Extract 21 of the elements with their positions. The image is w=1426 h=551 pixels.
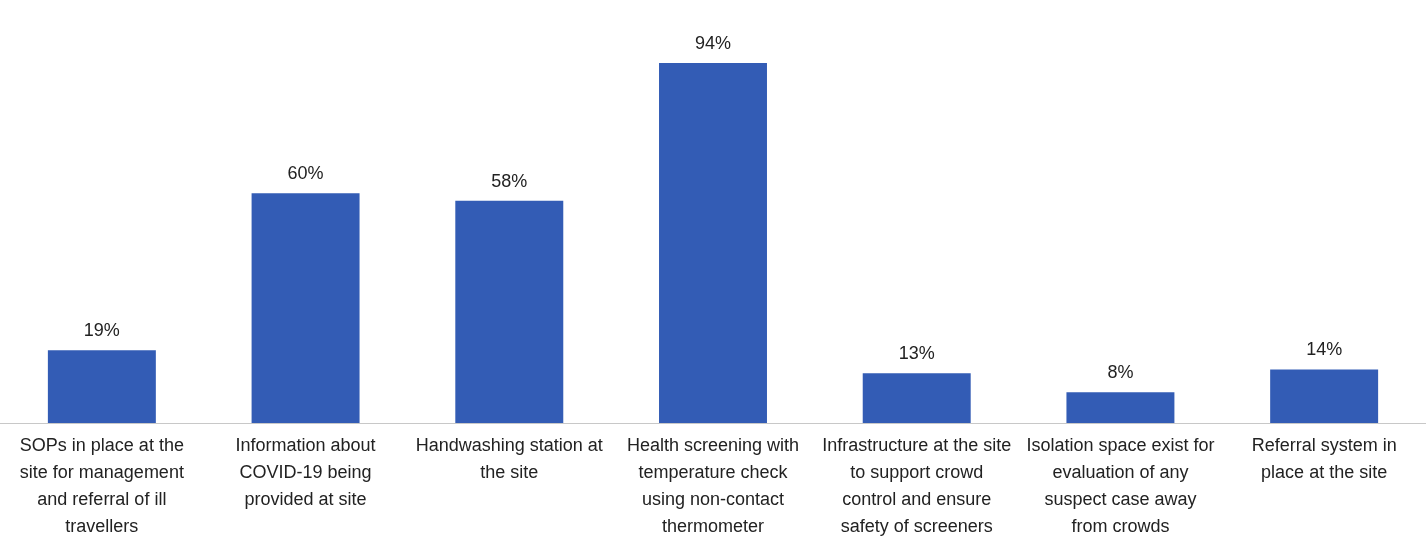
data-label: 19% [83,320,120,341]
x-tick-label: Health screening with temperature check using non-contact thermometer [626,435,800,537]
x-tick-label: Handwashing station at the site [415,435,603,483]
x-tick-label: Referral system in place at the site [1251,435,1397,483]
data-label: 8% [1107,362,1134,383]
data-label: 13% [898,343,935,364]
data-label: 94% [694,32,732,53]
x-tick-label: SOPs in place at the site for management and referral of ill travellers [19,435,184,537]
bar [455,200,564,423]
data-label: 14% [1306,339,1343,360]
bar [1270,369,1379,423]
x-tick-label: Information about COVID-19 being provided at site [235,435,376,510]
bar [251,193,360,423]
bar [1066,392,1175,423]
data-label: 58% [491,170,528,191]
x-tick-label: Infrastructure at the site to support crowd control and ensure safety of screeners [822,435,1012,537]
bar [659,62,767,423]
x-tick-label: Isolation space exist for evaluation of any suspect case away from crowds [1026,435,1215,537]
data-label: 60% [287,163,324,184]
bar [862,373,971,423]
bar [47,350,156,423]
